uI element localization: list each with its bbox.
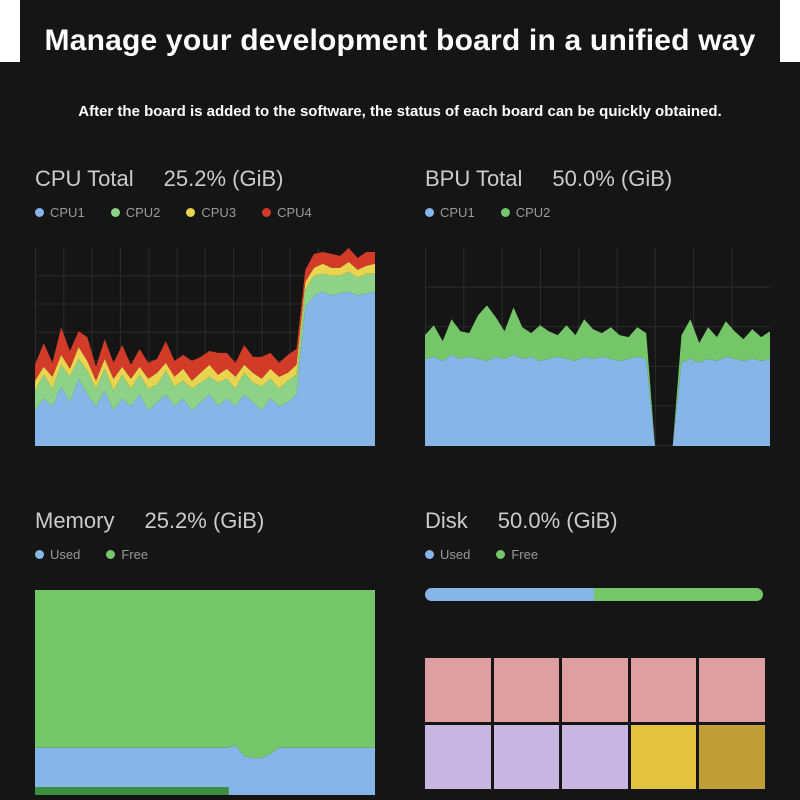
cpu-usage-chart — [35, 248, 375, 446]
legend-item-cpu3[interactable]: CPU3 — [186, 205, 236, 220]
legend-item-used[interactable]: Used — [425, 547, 470, 562]
white-margin-left — [0, 0, 20, 62]
bpu-panel-header: BPU Total 50.0% (GiB) — [425, 166, 770, 192]
bpu-usage-chart — [425, 248, 770, 446]
panel-memory: Memory 25.2% (GiB) Used Free — [35, 508, 375, 795]
disk-panel-header: Disk 50.0% (GiB) — [425, 508, 770, 534]
disk-heatmap-cell — [425, 658, 491, 722]
panel-bpu-total: BPU Total 50.0% (GiB) CPU1 CPU2 — [425, 166, 770, 446]
legend-item-cpu2[interactable]: CPU2 — [110, 204, 161, 220]
legend-dot-icon — [186, 207, 196, 217]
panel-cpu-total: CPU Total 25.2% (GiB) CPU1 CPU2 CPU3 CPU4 — [35, 166, 375, 446]
disk-heatmap-cell — [699, 658, 765, 722]
memory-panel-header: Memory 25.2% (GiB) — [35, 508, 375, 534]
legend-label: CPU1 — [50, 204, 85, 220]
memory-panel-value: 25.2% (GiB) — [144, 508, 265, 533]
disk-panel-title: Disk — [425, 508, 468, 533]
legend-item-cpu1[interactable]: CPU1 — [425, 205, 475, 220]
area-series-cpu1 — [35, 291, 375, 446]
disk-heatmap-cell — [562, 725, 628, 789]
legend-label: CPU1 — [440, 204, 475, 220]
area-series-cpu1 — [425, 354, 770, 446]
memory-legend: Used Free — [35, 546, 375, 562]
legend-label: Free — [121, 546, 149, 562]
legend-dot-icon — [500, 207, 510, 217]
area-series-used — [35, 745, 375, 795]
panel-disk: Disk 50.0% (GiB) Used Free — [425, 508, 770, 789]
legend-item-cpu4[interactable]: CPU4 — [262, 205, 312, 220]
legend-dot-icon — [425, 549, 434, 559]
legend-dot-icon — [262, 207, 272, 217]
legend-item-cpu1[interactable]: CPU1 — [35, 205, 85, 220]
disk-heatmap-cell — [630, 725, 697, 789]
area-series-cpu3 — [35, 261, 375, 391]
legend-item-cpu2[interactable]: CPU2 — [500, 204, 551, 220]
legend-label: Free — [511, 546, 539, 562]
disk-legend: Used Free — [425, 546, 770, 562]
legend-dot-icon — [496, 549, 506, 559]
legend-dot-icon — [35, 207, 44, 217]
cpu-panel-title: CPU Total — [35, 166, 134, 191]
area-series-cpu4 — [35, 248, 375, 381]
legend-label: Used — [50, 546, 81, 562]
disk-heatmap-cell — [493, 725, 560, 789]
legend-dot-icon — [35, 549, 44, 559]
page-title: Manage your development board in a unifi… — [44, 24, 756, 57]
disk-bar-segment-free — [594, 588, 763, 601]
disk-panel-value: 50.0% (GiB) — [497, 508, 618, 533]
disk-heatmap-cell — [425, 725, 491, 789]
disk-heatmap-cell — [493, 658, 560, 722]
white-margin-right — [780, 0, 800, 62]
disk-heatmap-cell — [562, 658, 628, 722]
legend-dot-icon — [106, 549, 116, 559]
bottom-strip — [35, 787, 229, 795]
page-subtitle: After the board is added to the software… — [78, 103, 722, 120]
area-series-cpu2 — [425, 305, 770, 446]
cpu-panel-value: 25.2% (GiB) — [163, 166, 284, 191]
bpu-panel-value: 50.0% (GiB) — [552, 166, 673, 191]
memory-usage-chart — [35, 590, 375, 795]
legend-label: CPU4 — [277, 204, 312, 220]
legend-dot-icon — [425, 207, 434, 217]
legend-item-used[interactable]: Used — [35, 547, 80, 562]
legend-item-free[interactable]: Free — [106, 547, 148, 562]
memory-panel-title: Memory — [35, 508, 115, 533]
legend-item-free[interactable]: Free — [496, 547, 538, 562]
legend-label: Used — [440, 546, 471, 562]
disk-heatmap-cell — [630, 658, 697, 722]
legend-label: CPU3 — [201, 204, 237, 220]
disk-usage-bar — [425, 588, 763, 601]
disk-heatmap-cell — [699, 725, 765, 789]
legend-dot-icon — [110, 207, 120, 217]
bpu-panel-title: BPU Total — [425, 166, 523, 191]
legend-label: CPU2 — [515, 204, 551, 220]
area-series-cpu2 — [35, 271, 375, 411]
disk-bar-segment-used — [425, 588, 594, 601]
disk-heatmap — [425, 658, 765, 789]
cpu-panel-header: CPU Total 25.2% (GiB) — [35, 166, 375, 192]
legend-label: CPU2 — [125, 204, 161, 220]
area-series-free — [35, 590, 375, 759]
cpu-legend: CPU1 CPU2 CPU3 CPU4 — [35, 204, 375, 220]
bpu-legend: CPU1 CPU2 — [425, 204, 770, 220]
